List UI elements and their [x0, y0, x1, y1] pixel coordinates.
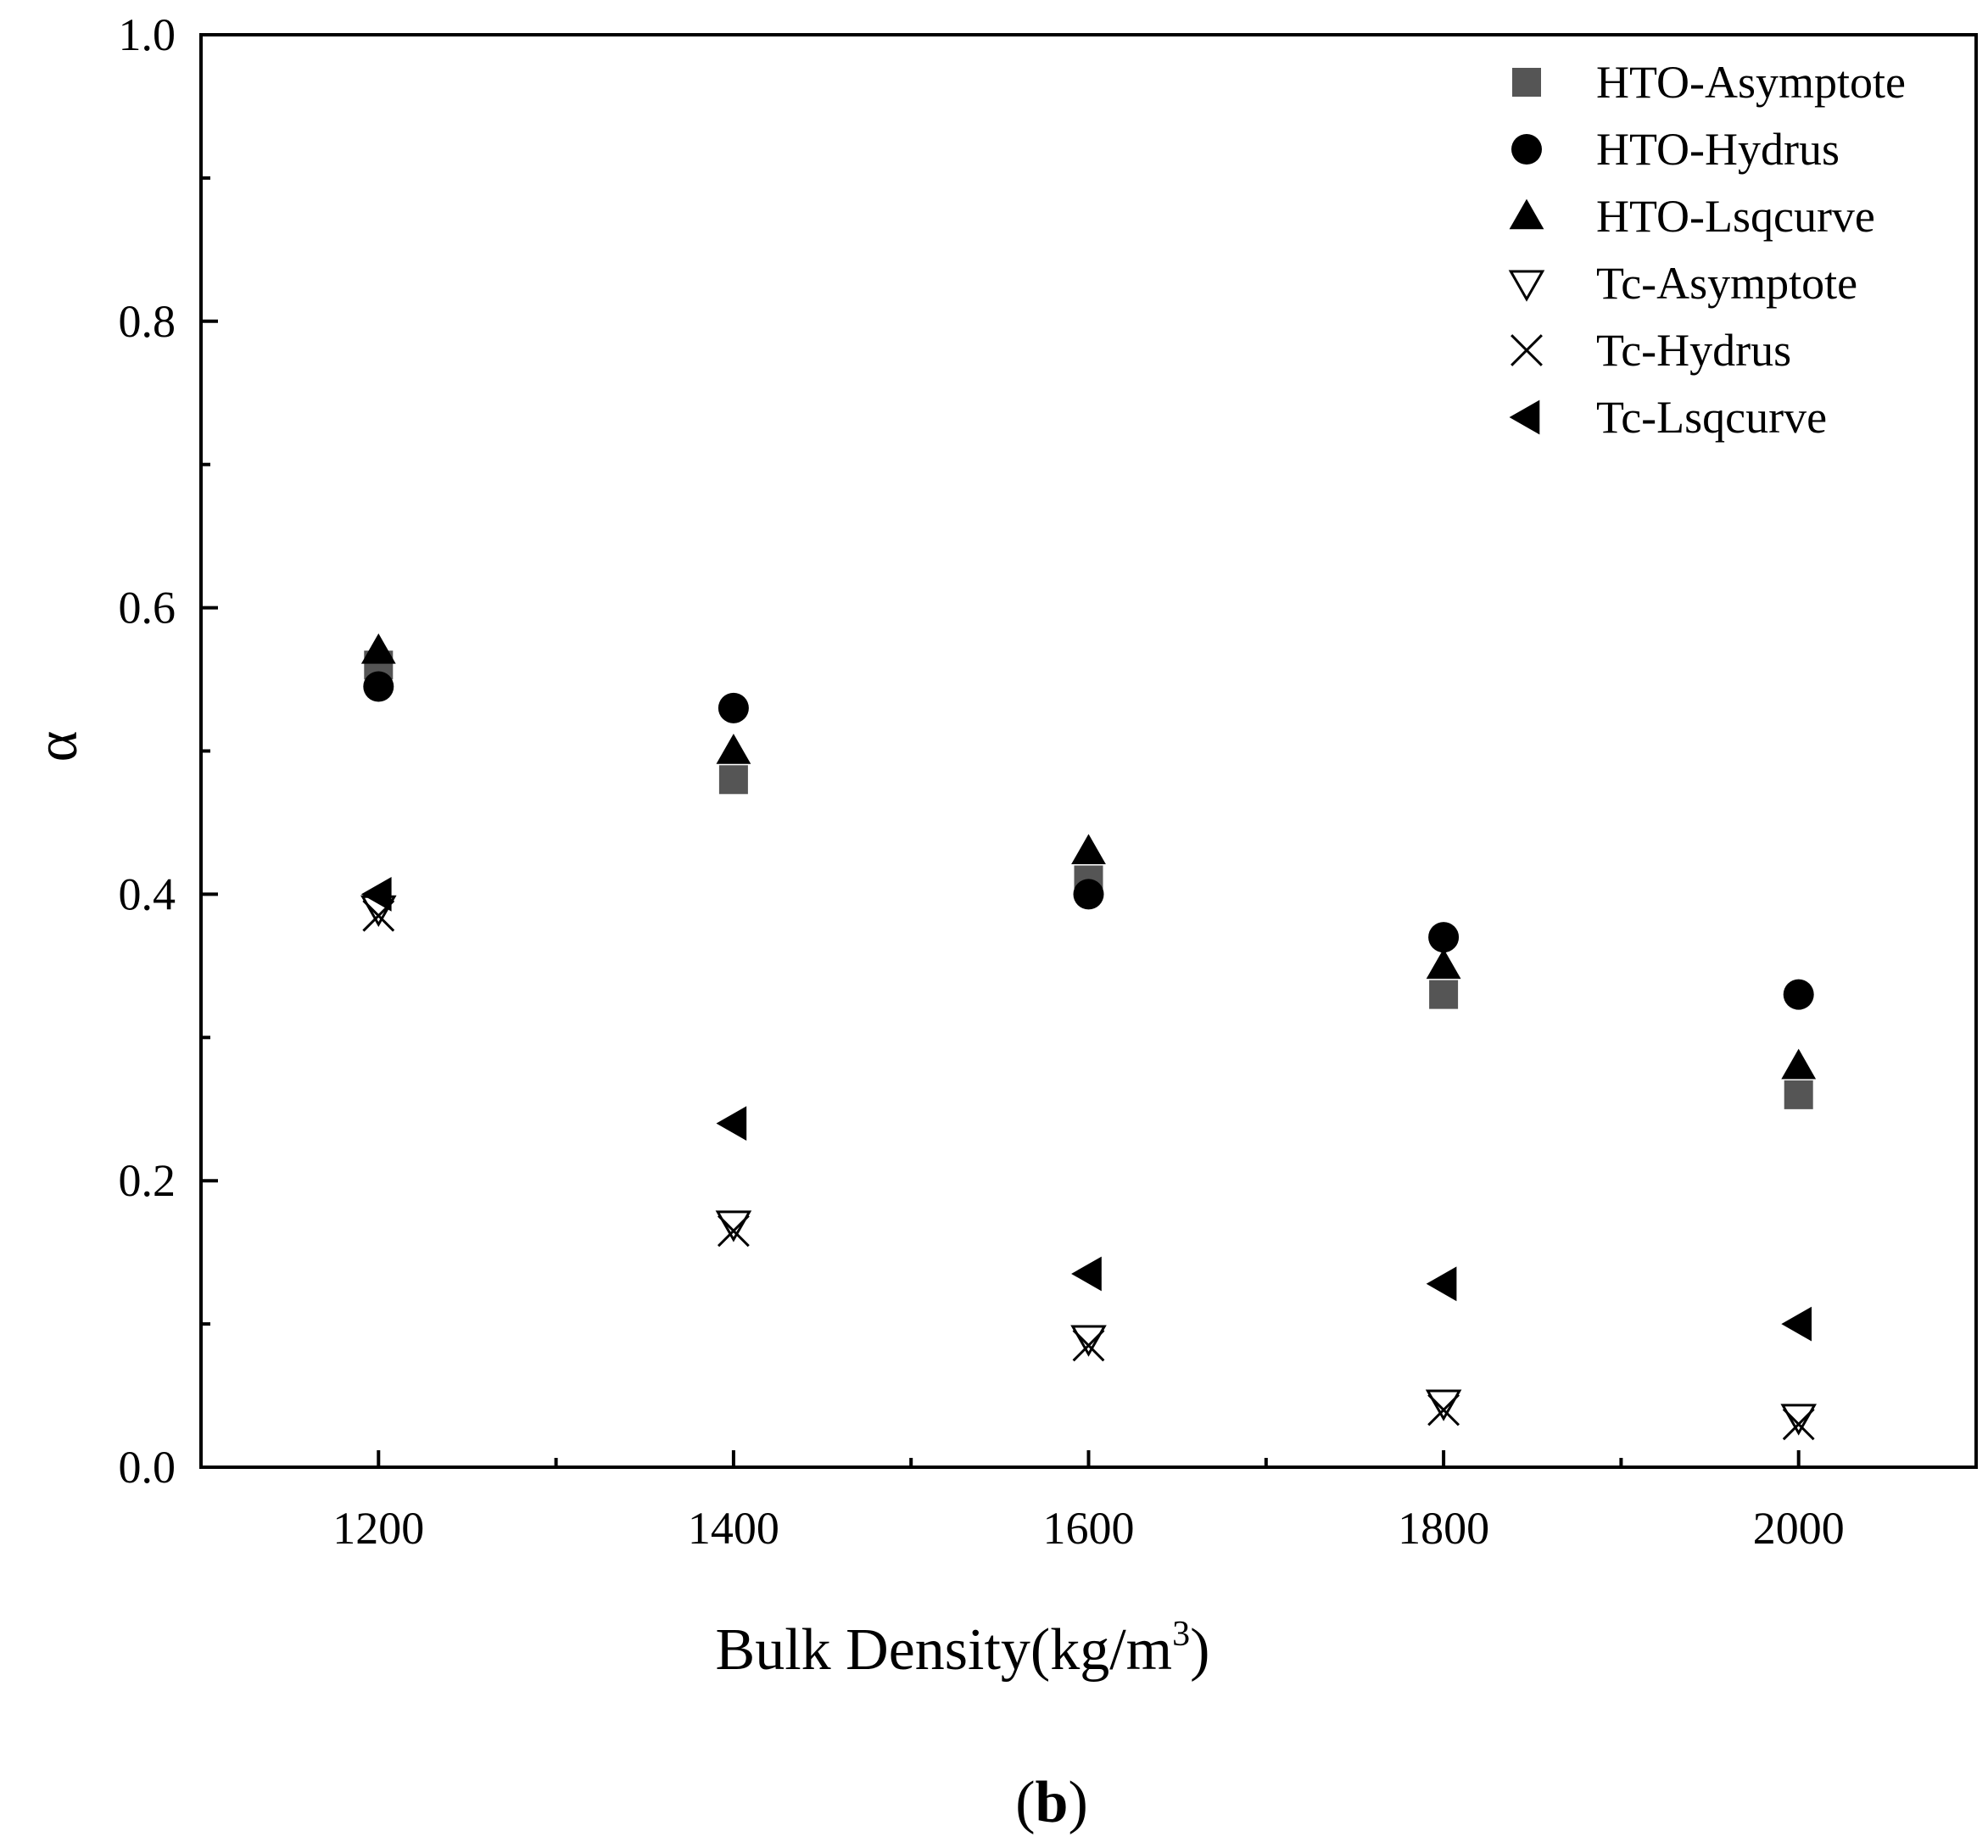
- series-tc-lsqcurve: [360, 877, 1812, 1342]
- x-tick-label: 1600: [1043, 1503, 1135, 1554]
- legend-marker: [1511, 134, 1542, 165]
- data-point: [1426, 1266, 1457, 1302]
- y-tick-label: 0.8: [119, 296, 176, 347]
- data-point: [1426, 948, 1461, 980]
- legend-marker: [1508, 270, 1545, 302]
- legend-marker: [1511, 334, 1543, 366]
- legend-label: HTO-Lsqcurve: [1596, 191, 1875, 242]
- legend-label: Tc-Hydrus: [1596, 325, 1791, 376]
- data-point: [718, 692, 749, 723]
- y-tick-label: 0.2: [119, 1155, 176, 1206]
- data-point: [1428, 922, 1460, 953]
- data-point: [1071, 1256, 1102, 1292]
- legend-label: Tc-Lsqcurve: [1596, 392, 1827, 443]
- legend-marker: [1512, 68, 1541, 97]
- data-point: [1070, 1325, 1107, 1357]
- panel-label: (b): [1015, 1770, 1088, 1835]
- legend-label: HTO-Hydrus: [1596, 124, 1840, 175]
- data-points: [360, 633, 1817, 1441]
- data-point: [1781, 1048, 1817, 1080]
- series-hto-lsqcurve: [360, 633, 1817, 1080]
- data-point: [1427, 1393, 1460, 1426]
- data-point: [1783, 979, 1814, 1010]
- data-point: [717, 1214, 750, 1248]
- data-point: [1073, 879, 1104, 910]
- y-tick-label: 0.0: [119, 1442, 176, 1493]
- data-point: [1780, 1404, 1817, 1436]
- y-axis-title: α: [25, 731, 90, 762]
- legend-label: Tc-Asymptote: [1596, 258, 1857, 309]
- x-tick-label: 2000: [1753, 1503, 1845, 1554]
- legend-marker: [1509, 198, 1544, 230]
- y-tick-label: 0.4: [119, 868, 176, 919]
- plot-frame: [199, 33, 1978, 1469]
- data-point: [1072, 1329, 1105, 1362]
- data-point: [715, 1210, 752, 1242]
- data-point: [1784, 1080, 1813, 1109]
- data-point: [1425, 1389, 1462, 1421]
- data-point: [1429, 980, 1459, 1009]
- y-tick-label: 1.0: [119, 9, 176, 60]
- data-point: [716, 1106, 747, 1142]
- legend-label: HTO-Asymptote: [1596, 57, 1906, 108]
- x-tick-label: 1400: [688, 1503, 779, 1554]
- data-point: [1071, 834, 1106, 865]
- series-tc-hydrus: [362, 899, 1815, 1441]
- data-point: [360, 633, 396, 664]
- series-hto-hydrus: [363, 671, 1814, 1010]
- data-point: [718, 765, 748, 795]
- x-tick-label: 1200: [332, 1503, 424, 1554]
- legend: HTO-Asymptote HTO-Hydrus HTO-Lsqcurve Tc-As…: [1508, 57, 1906, 443]
- series-tc-asymptote: [360, 895, 1817, 1436]
- data-point: [1782, 1408, 1815, 1441]
- data-point: [363, 671, 394, 702]
- x-tick-label: 1800: [1398, 1503, 1489, 1554]
- data-point: [360, 877, 392, 912]
- y-tick-label: 0.6: [119, 583, 176, 634]
- x-axis-title: Bulk Density(kg/m3): [716, 1615, 1210, 1683]
- legend-marker: [1509, 399, 1540, 435]
- data-point: [1781, 1306, 1812, 1342]
- data-point: [716, 734, 751, 764]
- axes: 1200 1400 1600 1800 2000 0.0 0.2 0.4 0.6 0.8 1.0: [119, 9, 1978, 1554]
